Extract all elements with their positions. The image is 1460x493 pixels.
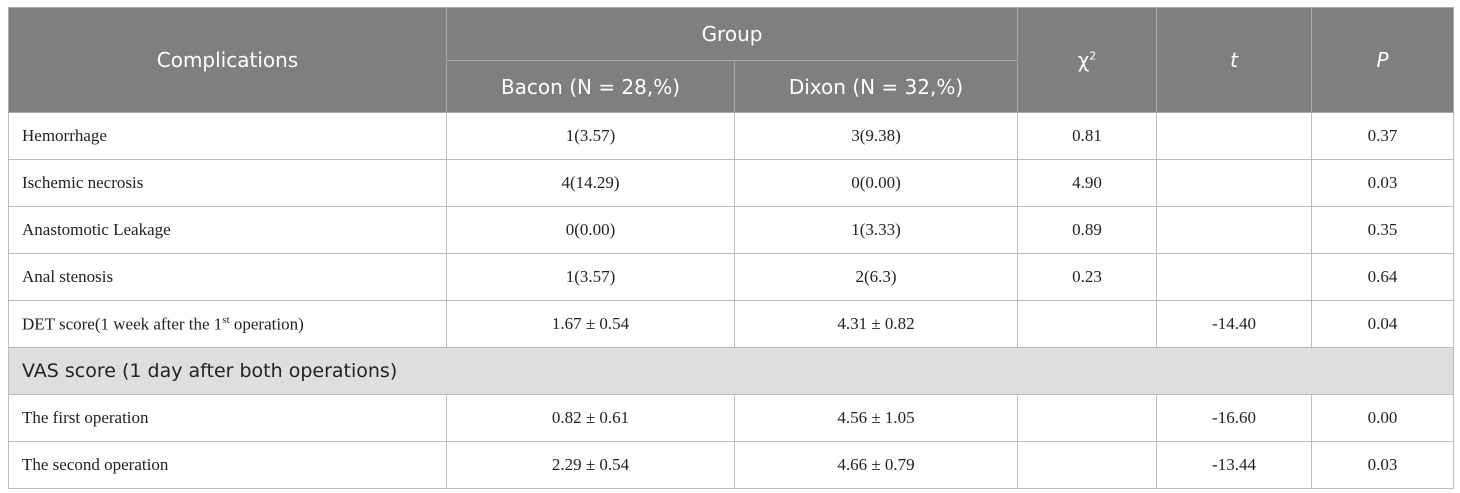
chi2-value: 0.23 bbox=[1017, 253, 1158, 301]
dixon-value: 4.56 ± 1.05 bbox=[733, 394, 1019, 442]
t-value: -14.40 bbox=[1156, 300, 1313, 348]
row-label: The first operation bbox=[8, 394, 447, 442]
chi2-value: 4.90 bbox=[1017, 159, 1158, 207]
p-value: 0.64 bbox=[1311, 253, 1455, 301]
section-row: VAS score (1 day after both operations) bbox=[7, 347, 1455, 395]
complications-table: Complications Group χ2 t P Bacon (N = 28… bbox=[7, 7, 1455, 489]
header-p: P bbox=[1311, 7, 1455, 113]
p-value: 0.00 bbox=[1311, 394, 1455, 442]
chi2-value bbox=[1017, 394, 1158, 442]
table-header: Complications Group χ2 t P Bacon (N = 28… bbox=[8, 7, 1455, 113]
t-value bbox=[1156, 159, 1313, 207]
row-label: DET score(1 week after the 1st operation… bbox=[8, 300, 447, 348]
table-row: Anal stenosis 1(3.57) 2(6.3) 0.23 0.64 bbox=[8, 253, 1455, 301]
chi2-value bbox=[1017, 441, 1158, 489]
row-label: Ischemic necrosis bbox=[8, 159, 447, 207]
header-chi-square: χ2 bbox=[1017, 7, 1158, 113]
row-label: Anastomotic Leakage bbox=[8, 206, 447, 254]
p-value: 0.03 bbox=[1311, 159, 1455, 207]
row-label: Hemorrhage bbox=[8, 112, 447, 160]
header-dixon: Dixon (N = 32,%) bbox=[733, 60, 1019, 113]
p-value: 0.37 bbox=[1311, 112, 1455, 160]
dixon-value: 0(0.00) bbox=[733, 159, 1019, 207]
header-t: t bbox=[1156, 7, 1313, 113]
row-label: Anal stenosis bbox=[8, 253, 447, 301]
row-label-pre: DET score(1 week after the 1 bbox=[22, 314, 223, 334]
t-value bbox=[1156, 112, 1313, 160]
table-row: The first operation 0.82 ± 0.61 4.56 ± 1… bbox=[8, 394, 1455, 442]
p-value: 0.03 bbox=[1311, 441, 1455, 489]
chi2-value: 0.89 bbox=[1017, 206, 1158, 254]
table-row: Ischemic necrosis 4(14.29) 0(0.00) 4.90 … bbox=[8, 159, 1455, 207]
header-group: Group bbox=[445, 7, 1019, 61]
dixon-value: 4.31 ± 0.82 bbox=[733, 300, 1019, 348]
table-row: The second operation 2.29 ± 0.54 4.66 ± … bbox=[8, 441, 1455, 489]
row-label: The second operation bbox=[8, 441, 447, 489]
chi-symbol: χ bbox=[1077, 48, 1090, 72]
bacon-value: 1(3.57) bbox=[446, 253, 735, 301]
chi-superscript: 2 bbox=[1089, 49, 1097, 63]
bacon-value: 1(3.57) bbox=[446, 112, 735, 160]
t-value bbox=[1156, 206, 1313, 254]
p-value: 0.04 bbox=[1311, 300, 1455, 348]
chi2-value bbox=[1017, 300, 1158, 348]
chi2-value: 0.81 bbox=[1017, 112, 1158, 160]
row-label-sup: st bbox=[222, 313, 230, 326]
bacon-value: 2.29 ± 0.54 bbox=[446, 441, 735, 489]
table-row: DET score(1 week after the 1st operation… bbox=[8, 300, 1455, 348]
table-row: Anastomotic Leakage 0(0.00) 1(3.33) 0.89… bbox=[8, 206, 1455, 254]
section-label: VAS score (1 day after both operations) bbox=[7, 347, 1455, 395]
dixon-value: 4.66 ± 0.79 bbox=[733, 441, 1019, 489]
table-body: Hemorrhage 1(3.57) 3(9.38) 0.81 0.37 Isc… bbox=[7, 112, 1455, 489]
bacon-value: 4(14.29) bbox=[446, 159, 735, 207]
t-value: -13.44 bbox=[1156, 441, 1313, 489]
p-value: 0.35 bbox=[1311, 206, 1455, 254]
bacon-value: 0.82 ± 0.61 bbox=[446, 394, 735, 442]
dixon-value: 1(3.33) bbox=[733, 206, 1019, 254]
header-bacon: Bacon (N = 28,%) bbox=[446, 60, 735, 113]
row-label-post: operation) bbox=[229, 314, 304, 334]
header-complications: Complications bbox=[8, 7, 447, 113]
bacon-value: 1.67 ± 0.54 bbox=[446, 300, 735, 348]
t-value bbox=[1156, 253, 1313, 301]
table-row: Hemorrhage 1(3.57) 3(9.38) 0.81 0.37 bbox=[8, 112, 1455, 160]
t-value: -16.60 bbox=[1156, 394, 1313, 442]
dixon-value: 3(9.38) bbox=[733, 112, 1019, 160]
bacon-value: 0(0.00) bbox=[446, 206, 735, 254]
dixon-value: 2(6.3) bbox=[733, 253, 1019, 301]
